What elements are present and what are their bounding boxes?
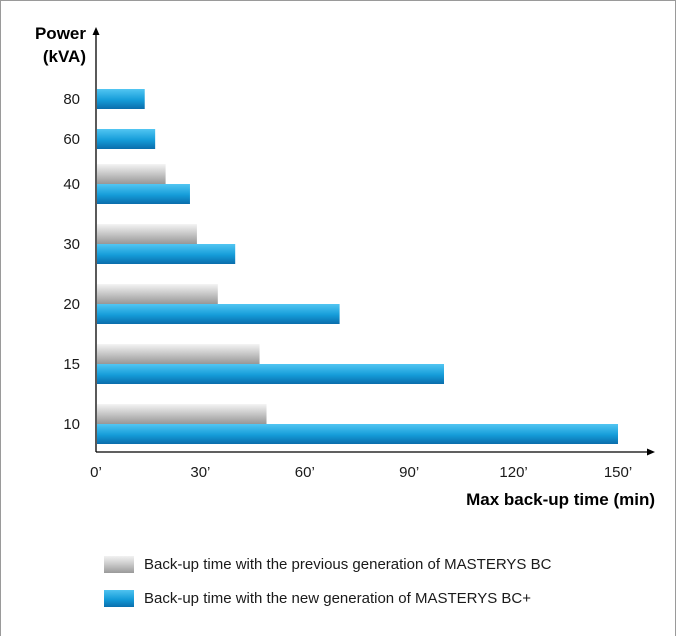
legend-item-new: Back-up time with the new generation of … [104,590,531,607]
bar-previous-20kva [97,284,218,304]
bar-new-20kva [97,304,340,324]
y-axis-title-line1: Power [35,24,86,43]
legend-swatch-new [104,590,134,607]
y-tick-label: 15 [63,356,80,373]
bar-new-40kva [97,184,190,204]
y-tick-label: 40 [63,176,80,193]
y-tick-label: 80 [63,91,80,108]
y-tick-label: 30 [63,236,80,253]
legend-label-new: Back-up time with the new generation of … [144,590,531,607]
x-tick-label: 60’ [295,464,315,481]
legend-swatch-previous [104,556,134,573]
bar-new-80kva [97,89,145,109]
y-tick-label: 10 [63,416,80,433]
bar-new-15kva [97,364,444,384]
bar-previous-30kva [97,224,197,244]
legend-item-previous: Back-up time with the previous generatio… [104,556,551,573]
x-axis-arrow [647,448,655,456]
y-axis-title-line2: (kVA) [43,47,86,66]
x-axis-title: Max back-up time (min) [466,490,655,509]
x-tick-label: 120’ [499,464,527,481]
y-tick-label: 60 [63,131,80,148]
bar-new-60kva [97,129,156,149]
bar-new-30kva [97,244,236,264]
bar-previous-40kva [97,164,166,184]
bar-previous-10kva [97,404,267,424]
bar-previous-15kva [97,344,260,364]
legend-label-previous: Back-up time with the previous generatio… [144,556,552,573]
bar-new-10kva [97,424,618,444]
x-tick-label: 150’ [604,464,632,481]
x-tick-label: 0’ [90,464,102,481]
y-axis-arrow [92,27,100,35]
x-tick-label: 90’ [399,464,419,481]
x-tick-label: 30’ [190,464,210,481]
y-tick-label: 20 [63,296,80,313]
